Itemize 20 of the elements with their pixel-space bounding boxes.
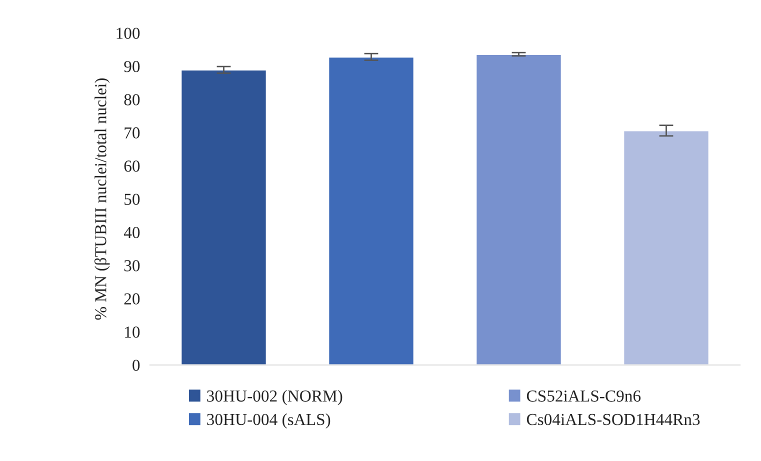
bar — [475, 54, 562, 365]
y-axis-title: % MN (βTUBIII nuclei/total nuclei) — [94, 78, 110, 320]
y-tick-label: 20 — [124, 293, 140, 305]
bar — [180, 69, 268, 365]
y-tick-label: 10 — [125, 326, 140, 338]
y-tick-label: 80 — [124, 94, 140, 106]
y-tick-label: 40 — [124, 226, 140, 238]
y-tick-label: 50 — [124, 194, 140, 205]
y-tick-label: 60 — [124, 160, 140, 172]
y-tick-label: 90 — [124, 60, 140, 72]
y-tick-label: 30 — [124, 260, 140, 272]
legend-label: 30HU-002 (NORM) — [207, 390, 342, 406]
y-tick-label: 100 — [116, 28, 140, 39]
bar — [622, 130, 710, 365]
y-tick-label: 70 — [124, 127, 140, 139]
bar — [328, 56, 415, 365]
legend-label: Cs04iALS-SOD1H44Rn3 — [526, 414, 700, 426]
legend-label: 30HU-004 (sALS) — [207, 413, 330, 429]
legend-label: CS52iALS-C9n6 — [526, 390, 641, 402]
y-tick-label: 0 — [132, 360, 140, 371]
